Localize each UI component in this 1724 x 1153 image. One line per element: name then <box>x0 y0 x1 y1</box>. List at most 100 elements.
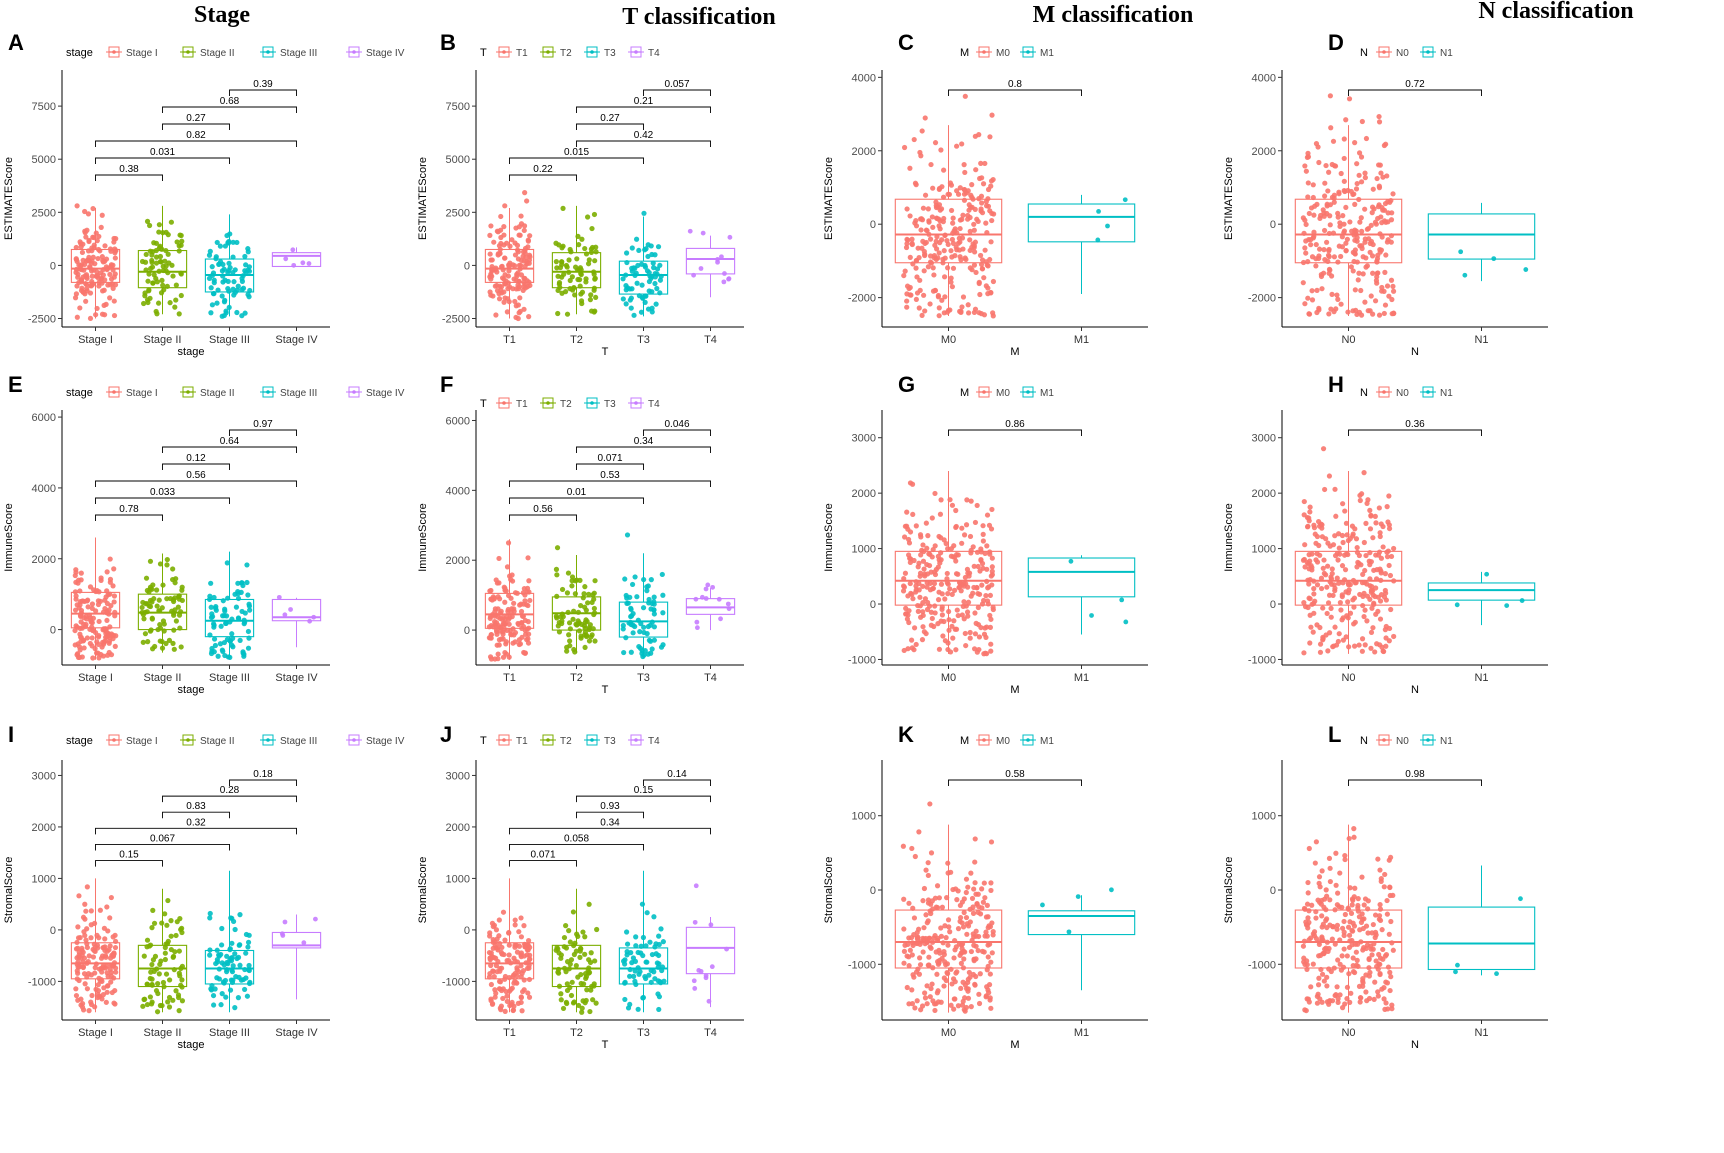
data-point <box>1384 897 1390 904</box>
data-point <box>501 584 507 590</box>
data-point <box>981 312 988 318</box>
data-point <box>522 598 528 604</box>
data-point <box>526 994 533 1000</box>
data-point <box>1337 599 1343 606</box>
data-point <box>646 270 652 276</box>
data-point <box>624 929 630 935</box>
data-point <box>965 613 971 619</box>
data-point <box>1351 643 1358 649</box>
data-point <box>280 933 286 938</box>
data-point <box>78 619 84 625</box>
y-tick-label: 3000 <box>852 433 876 445</box>
data-point <box>915 564 921 570</box>
legend-label: Stage III <box>280 48 317 59</box>
data-point <box>635 262 641 269</box>
data-point <box>961 948 967 954</box>
x-tick-label: N1 <box>1474 672 1488 684</box>
legend-label: T2 <box>560 399 572 410</box>
data-point <box>1313 241 1319 248</box>
data-point <box>1342 911 1348 918</box>
p-value-label: 0.12 <box>186 453 206 464</box>
data-point <box>989 568 995 574</box>
data-point <box>1319 971 1326 977</box>
data-point <box>107 579 113 585</box>
data-point <box>903 244 910 251</box>
data-point <box>1382 953 1389 959</box>
data-point <box>561 934 568 941</box>
data-point <box>645 253 651 260</box>
data-point <box>985 585 991 591</box>
p-value-label: 0.83 <box>186 801 206 812</box>
data-point <box>495 594 501 600</box>
p-value-label: 0.98 <box>1405 769 1425 780</box>
data-point <box>580 998 586 1004</box>
data-point <box>80 959 86 965</box>
data-point <box>1376 119 1383 125</box>
data-point <box>1369 930 1375 936</box>
data-point <box>913 641 919 648</box>
data-point <box>1311 586 1317 592</box>
data-point <box>1390 947 1396 953</box>
data-point <box>157 1002 164 1009</box>
data-point <box>502 599 508 605</box>
data-point <box>970 931 976 937</box>
data-point <box>640 994 647 1001</box>
comparison-bracket: 0.34 <box>509 817 711 835</box>
data-point <box>1346 644 1352 650</box>
data-point <box>510 286 516 292</box>
data-point <box>654 266 661 272</box>
x-tick-label: N0 <box>1341 1027 1355 1039</box>
data-point <box>644 910 650 916</box>
data-point <box>223 308 229 314</box>
data-point <box>1311 203 1318 209</box>
data-point <box>1316 542 1322 549</box>
data-point <box>976 634 983 640</box>
data-point <box>581 591 587 597</box>
data-point <box>175 992 182 998</box>
data-point <box>656 1006 662 1013</box>
data-point <box>645 242 651 248</box>
data-point <box>156 222 162 228</box>
data-point <box>959 216 965 222</box>
data-point <box>1315 982 1322 988</box>
data-point <box>579 300 585 307</box>
data-point <box>230 269 236 276</box>
data-point <box>574 931 580 937</box>
data-point <box>170 576 176 583</box>
data-point <box>1328 614 1334 620</box>
data-point <box>1341 946 1347 952</box>
data-point <box>526 962 532 969</box>
data-point <box>922 240 928 247</box>
data-point <box>1371 601 1377 608</box>
data-point <box>1364 226 1370 232</box>
data-point <box>588 950 594 956</box>
data-point <box>593 294 599 301</box>
data-point <box>159 645 166 651</box>
data-point <box>502 203 508 209</box>
data-point <box>635 949 641 956</box>
data-point <box>694 619 700 625</box>
data-point <box>558 614 564 620</box>
data-point <box>111 235 117 242</box>
data-point <box>83 298 89 304</box>
data-point <box>494 642 500 648</box>
data-point <box>77 588 83 594</box>
data-point <box>1356 172 1362 178</box>
data-point <box>642 648 648 654</box>
data-point <box>1358 179 1365 185</box>
data-point <box>555 273 561 279</box>
data-point <box>575 233 581 240</box>
data-point <box>153 247 159 254</box>
data-point <box>246 962 252 969</box>
data-point <box>150 907 156 913</box>
iqr-box <box>1027 557 1136 598</box>
data-point <box>499 951 505 957</box>
data-point <box>640 952 646 959</box>
data-point <box>915 966 921 972</box>
data-point <box>958 985 964 992</box>
data-point <box>1301 230 1307 236</box>
data-point <box>990 606 996 613</box>
data-point <box>593 249 599 255</box>
data-point <box>1337 937 1343 943</box>
data-point <box>502 281 509 287</box>
